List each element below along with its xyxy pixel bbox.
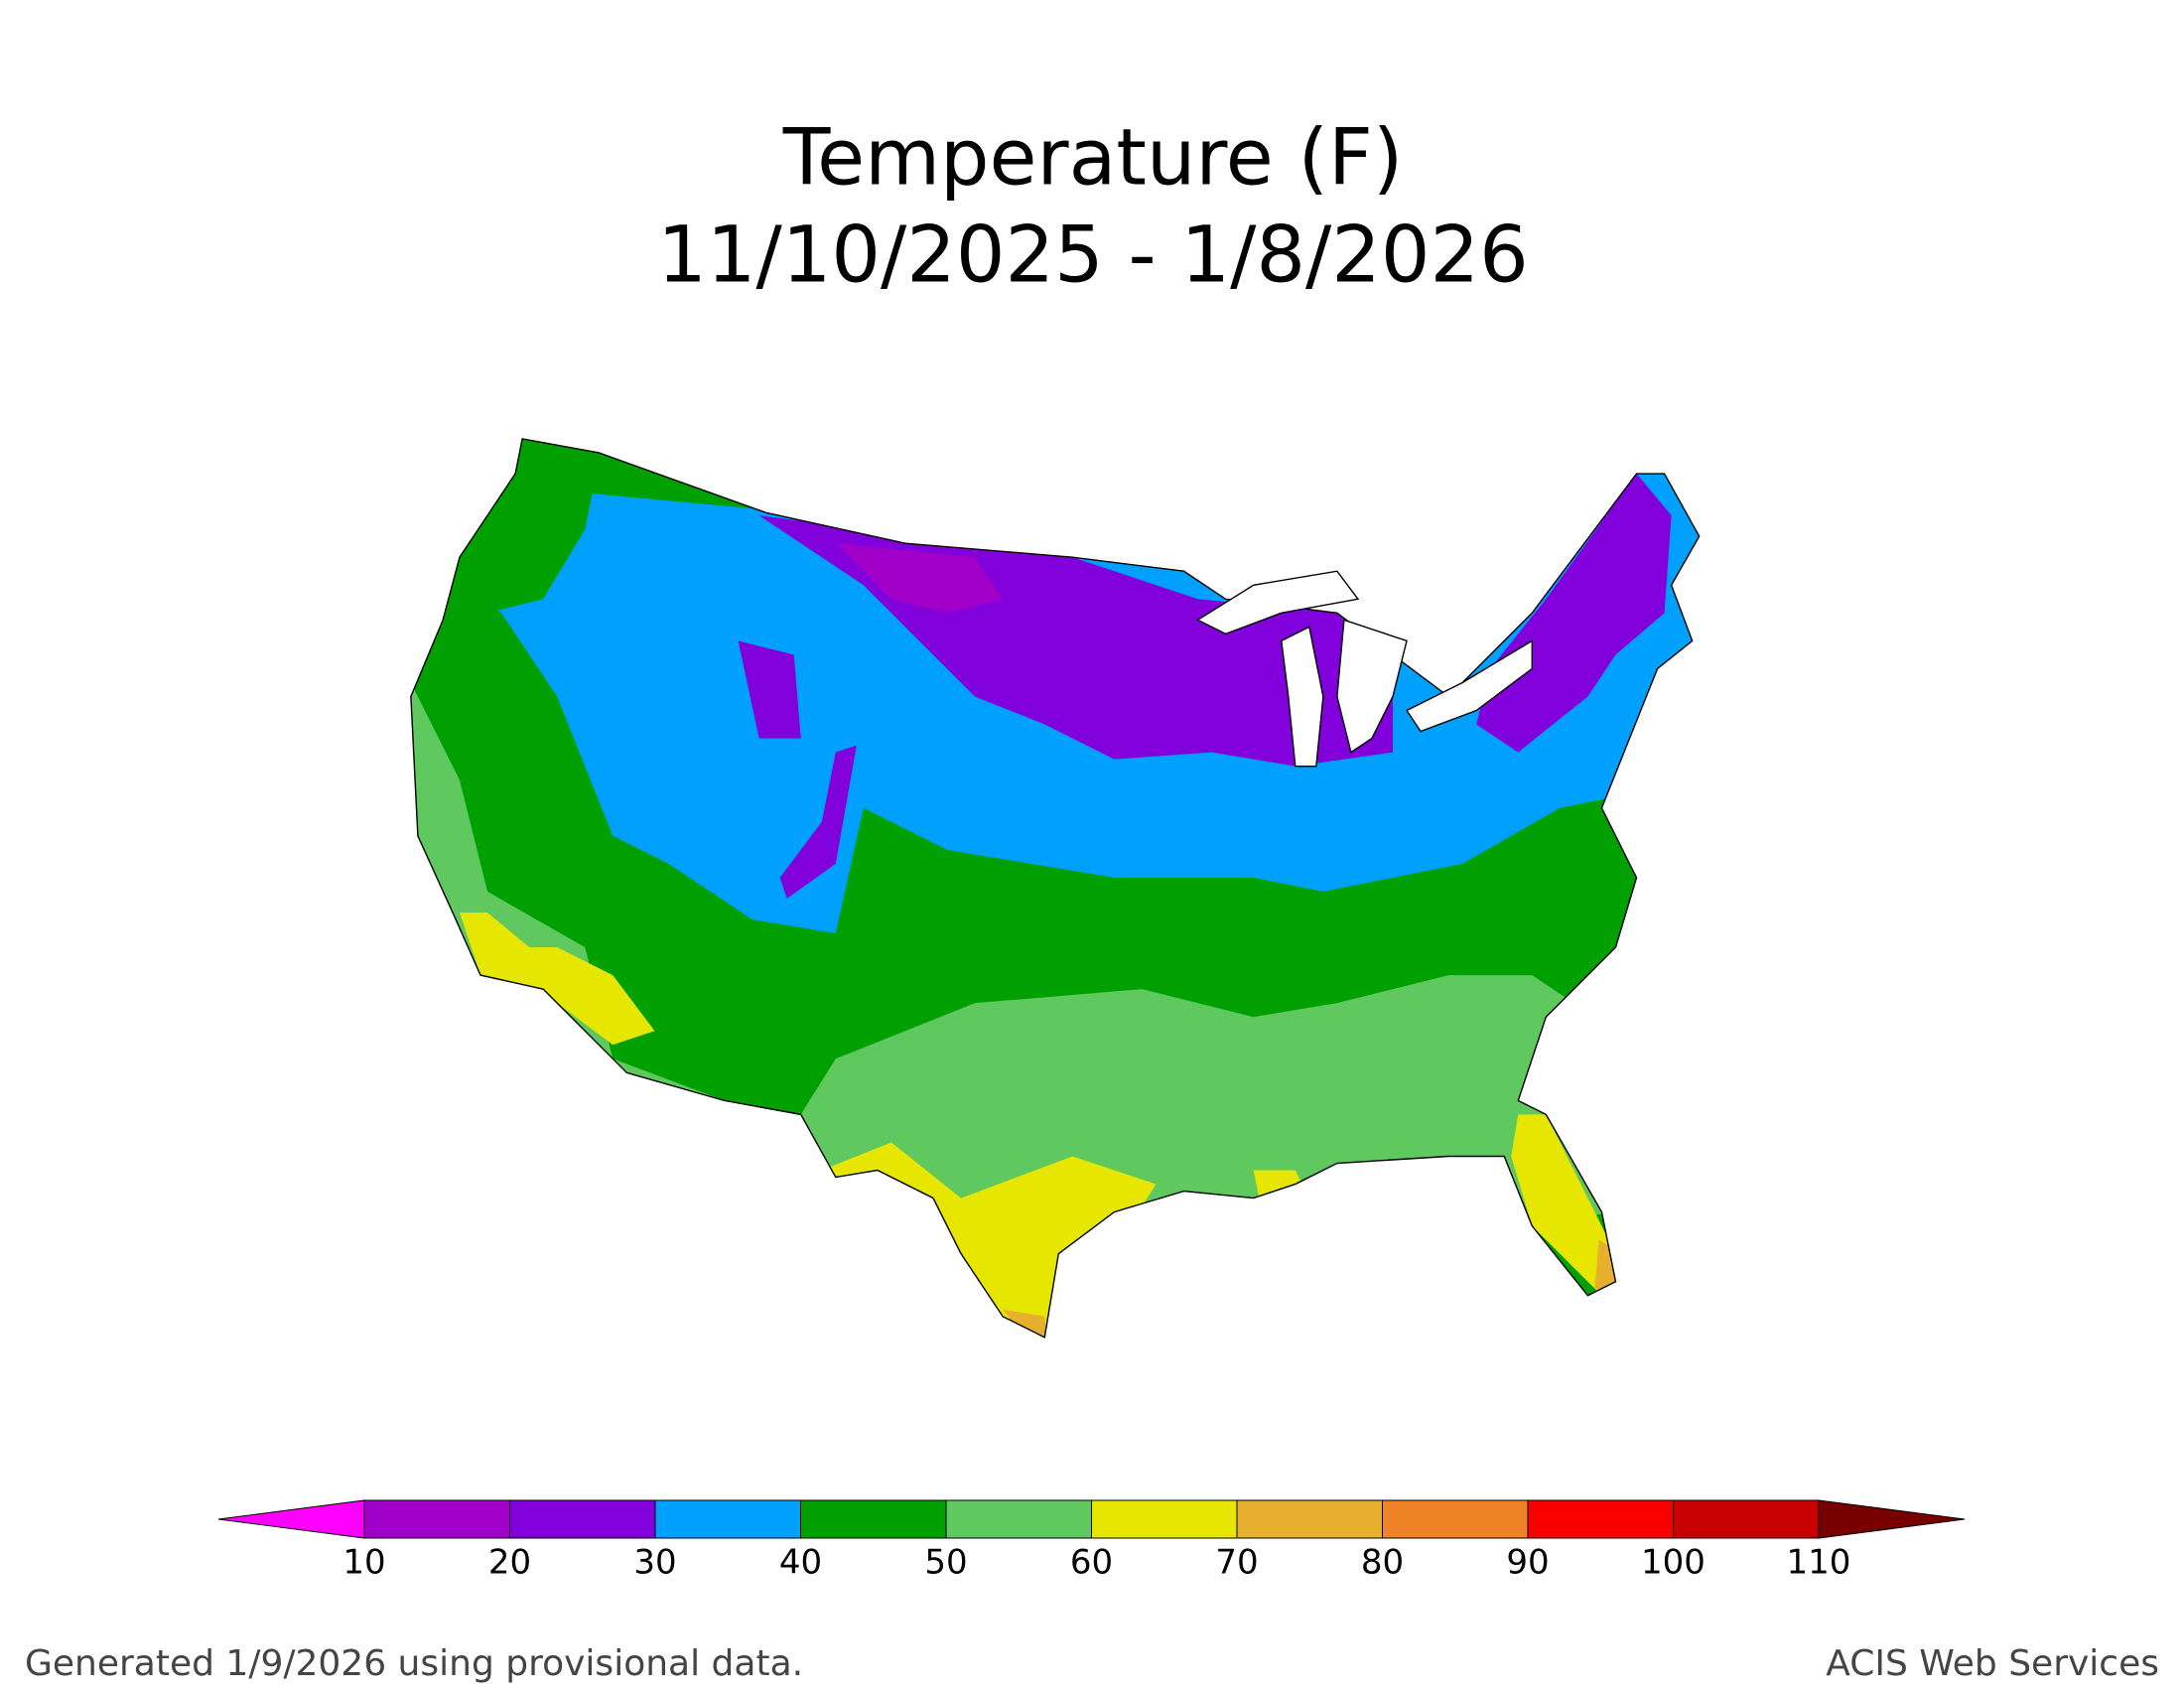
colorbar-segment	[1382, 1499, 1529, 1539]
colorbar-tick-label: 60	[1070, 1543, 1113, 1583]
footer-left: Generated 1/9/2026 using provisional dat…	[25, 1643, 803, 1684]
colorbar-tick-label: 100	[1641, 1543, 1706, 1583]
footer-right: ACIS Web Services	[1826, 1643, 2159, 1684]
colorbar-segment	[945, 1499, 1092, 1539]
colorbar-tick-label: 10	[342, 1543, 385, 1583]
map	[410, 438, 1701, 1339]
colorbar-segment	[1236, 1499, 1383, 1539]
temperature-field	[410, 438, 1700, 1338]
colorbar-tick-label: 80	[1361, 1543, 1404, 1583]
colorbar: 10 20 30 40 50 60 70 80 90 100 110	[217, 1499, 1966, 1583]
colorbar-segment	[363, 1499, 510, 1539]
colorbar-segment	[800, 1499, 947, 1539]
colorbar-segment	[654, 1499, 801, 1539]
colorbar-tick-label: 50	[924, 1543, 967, 1583]
colorbar-under	[217, 1499, 365, 1539]
colorbar-segment	[1673, 1499, 1820, 1539]
colorbar-tick-label: 90	[1506, 1543, 1549, 1583]
colorbar-segment	[1527, 1499, 1674, 1539]
title: Temperature (F)	[782, 113, 1404, 203]
colorbar-tick-label: 70	[1215, 1543, 1258, 1583]
colorbar-tick-label: 110	[1787, 1543, 1851, 1583]
colorbar-over	[1818, 1499, 1966, 1539]
colorbar-tick-label: 20	[488, 1543, 531, 1583]
colorbar-segment	[1091, 1499, 1238, 1539]
colorbar-segment	[509, 1499, 656, 1539]
colorbar-tick-label: 30	[633, 1543, 676, 1583]
colorbar-tick-label: 40	[779, 1543, 822, 1583]
subtitle: 11/10/2025 - 1/8/2026	[657, 211, 1529, 300]
